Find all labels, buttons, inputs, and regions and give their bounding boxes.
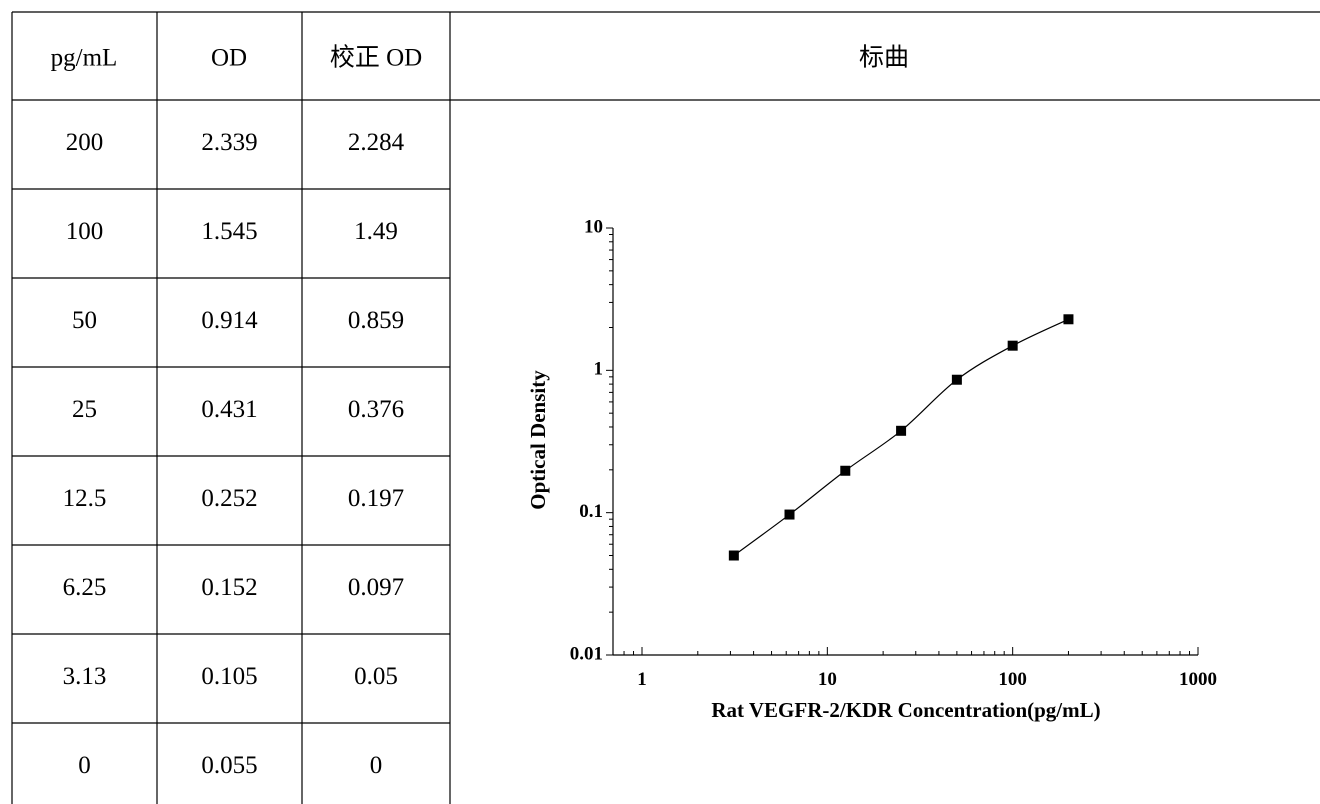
table-cell: 0.055 [201, 752, 257, 779]
table-cell: 1.545 [201, 218, 257, 245]
table-cell: 2.339 [201, 129, 257, 156]
table-cell: 0.197 [348, 485, 404, 512]
table-cell: 0.376 [348, 396, 404, 423]
data-point-square [1063, 314, 1074, 325]
table-cell: 0.859 [348, 307, 404, 334]
table-cell: 0.431 [201, 396, 257, 423]
table-grid [11, 11, 1320, 804]
x-tick-label: 1000 [1179, 669, 1217, 690]
table-cell: 0.05 [354, 663, 398, 690]
y-tick-label: 0.1 [579, 501, 603, 522]
table-cell: 200 [66, 129, 104, 156]
data-point-square [896, 425, 907, 436]
table-cell: 0.097 [348, 574, 404, 601]
x-tick-label: 100 [998, 669, 1027, 690]
header-corrected-od: 校正 OD [330, 44, 422, 72]
table-cell: 12.5 [63, 485, 107, 512]
y-tick-label: 0.01 [570, 643, 603, 664]
table-cell: 0.105 [201, 663, 257, 690]
table-cell: 3.13 [63, 663, 107, 690]
fit-curve-line [733, 318, 1069, 556]
chart-ticks [606, 227, 1199, 656]
data-point-square [1007, 340, 1018, 351]
chart-tick-labels: 0.01 0.1 1 10 1 10 100 1000 [570, 216, 1217, 690]
data-point-square [840, 465, 851, 476]
table-cell: 0 [370, 752, 383, 779]
header-od: OD [211, 45, 247, 72]
y-tick-label: 1 [594, 359, 604, 380]
table-cell: 0.152 [201, 574, 257, 601]
chart-series [728, 314, 1074, 561]
table-cell: 6.25 [63, 574, 107, 601]
data-point-square [951, 374, 962, 385]
table-cell: 1.49 [354, 218, 398, 245]
y-tick-label: 10 [584, 216, 603, 237]
x-axis-title: Rat VEGFR-2/KDR Concentration(pg/mL) [711, 698, 1100, 722]
standard-curve-chart: 0.01 0.1 1 10 1 10 100 1000 Rat VEGFR-2/KDR Con… [526, 216, 1217, 722]
data-point-square [784, 509, 795, 520]
table-cell: 100 [66, 218, 104, 245]
data-point-square [728, 550, 739, 561]
y-axis-title: Optical Density [526, 370, 550, 510]
table-cell: 2.284 [348, 129, 405, 156]
table-cell: 0 [78, 752, 91, 779]
header-standard-curve: 标曲 [859, 44, 909, 72]
table-body: 200 2.339 2.284 100 1.545 1.49 50 0.914 0.859 25 0… [63, 129, 405, 779]
table-cell: 50 [72, 307, 97, 334]
table-cell: 25 [72, 396, 97, 423]
chart-axes [612, 228, 1198, 656]
x-tick-label: 1 [637, 669, 647, 690]
x-tick-label: 10 [818, 669, 837, 690]
table-cell: 0.252 [201, 485, 257, 512]
header-concentration: pg/mL [51, 45, 118, 72]
table-cell: 0.914 [201, 307, 258, 334]
